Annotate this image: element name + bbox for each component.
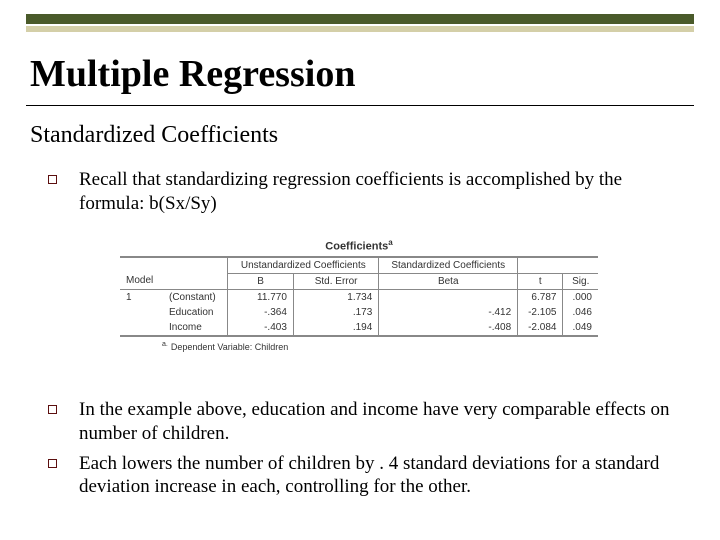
cell-beta: -.412 bbox=[379, 305, 518, 320]
page-title: Multiple Regression bbox=[30, 52, 355, 96]
cell-label: (Constant) bbox=[163, 289, 228, 305]
table-title-sup: a bbox=[388, 238, 392, 247]
decorative-top-band bbox=[26, 14, 694, 32]
col-sig: Sig. bbox=[563, 273, 598, 289]
cell-sig: .000 bbox=[563, 289, 598, 305]
col-t: t bbox=[518, 273, 563, 289]
coefficients-table: Coefficientsa Unstandardized Coefficient… bbox=[120, 238, 598, 352]
bullet-icon bbox=[48, 459, 57, 468]
cell-b: -.364 bbox=[228, 305, 294, 320]
bullet-list-top: Recall that standardizing regression coe… bbox=[48, 168, 684, 222]
cell-label: Income bbox=[163, 320, 228, 336]
list-item: Recall that standardizing regression coe… bbox=[48, 168, 684, 216]
bullet-text: In the example above, education and inco… bbox=[79, 398, 684, 446]
col-model: Model bbox=[120, 273, 163, 289]
cell-b: -.403 bbox=[228, 320, 294, 336]
group-header-unstd: Unstandardized Coefficients bbox=[228, 257, 379, 274]
col-beta: Beta bbox=[379, 273, 518, 289]
cell-se: .173 bbox=[293, 305, 378, 320]
group-header-std: Standardized Coefficients bbox=[379, 257, 518, 274]
footnote-sup: a. bbox=[162, 341, 171, 348]
cell-t: -2.084 bbox=[518, 320, 563, 336]
cell-se: 1.734 bbox=[293, 289, 378, 305]
table-title: Coefficientsa bbox=[120, 238, 598, 253]
subtitle: Standardized Coefficients bbox=[30, 122, 278, 149]
title-underline bbox=[26, 105, 694, 106]
cell-beta bbox=[379, 289, 518, 305]
cell-beta: -.408 bbox=[379, 320, 518, 336]
cell-t: -2.105 bbox=[518, 305, 563, 320]
col-b: B bbox=[228, 273, 294, 289]
bullet-icon bbox=[48, 175, 57, 184]
bullet-text: Each lowers the number of children by . … bbox=[79, 452, 684, 500]
cell-sig: .046 bbox=[563, 305, 598, 320]
bullet-icon bbox=[48, 405, 57, 414]
cell-se: .194 bbox=[293, 320, 378, 336]
cell-t: 6.787 bbox=[518, 289, 563, 305]
table-title-text: Coefficients bbox=[325, 241, 388, 253]
table-footnote: a.Dependent Variable: Children bbox=[120, 341, 598, 352]
bullet-text: Recall that standardizing regression coe… bbox=[79, 168, 684, 216]
col-se: Std. Error bbox=[293, 273, 378, 289]
cell-sig: .049 bbox=[563, 320, 598, 336]
bullet-list-bottom: In the example above, education and inco… bbox=[48, 398, 684, 505]
cell-label: Education bbox=[163, 305, 228, 320]
list-item: In the example above, education and inco… bbox=[48, 398, 684, 446]
footnote-text: Dependent Variable: Children bbox=[171, 342, 288, 352]
cell-b: 11.770 bbox=[228, 289, 294, 305]
list-item: Each lowers the number of children by . … bbox=[48, 452, 684, 500]
cell-model: 1 bbox=[120, 289, 163, 305]
